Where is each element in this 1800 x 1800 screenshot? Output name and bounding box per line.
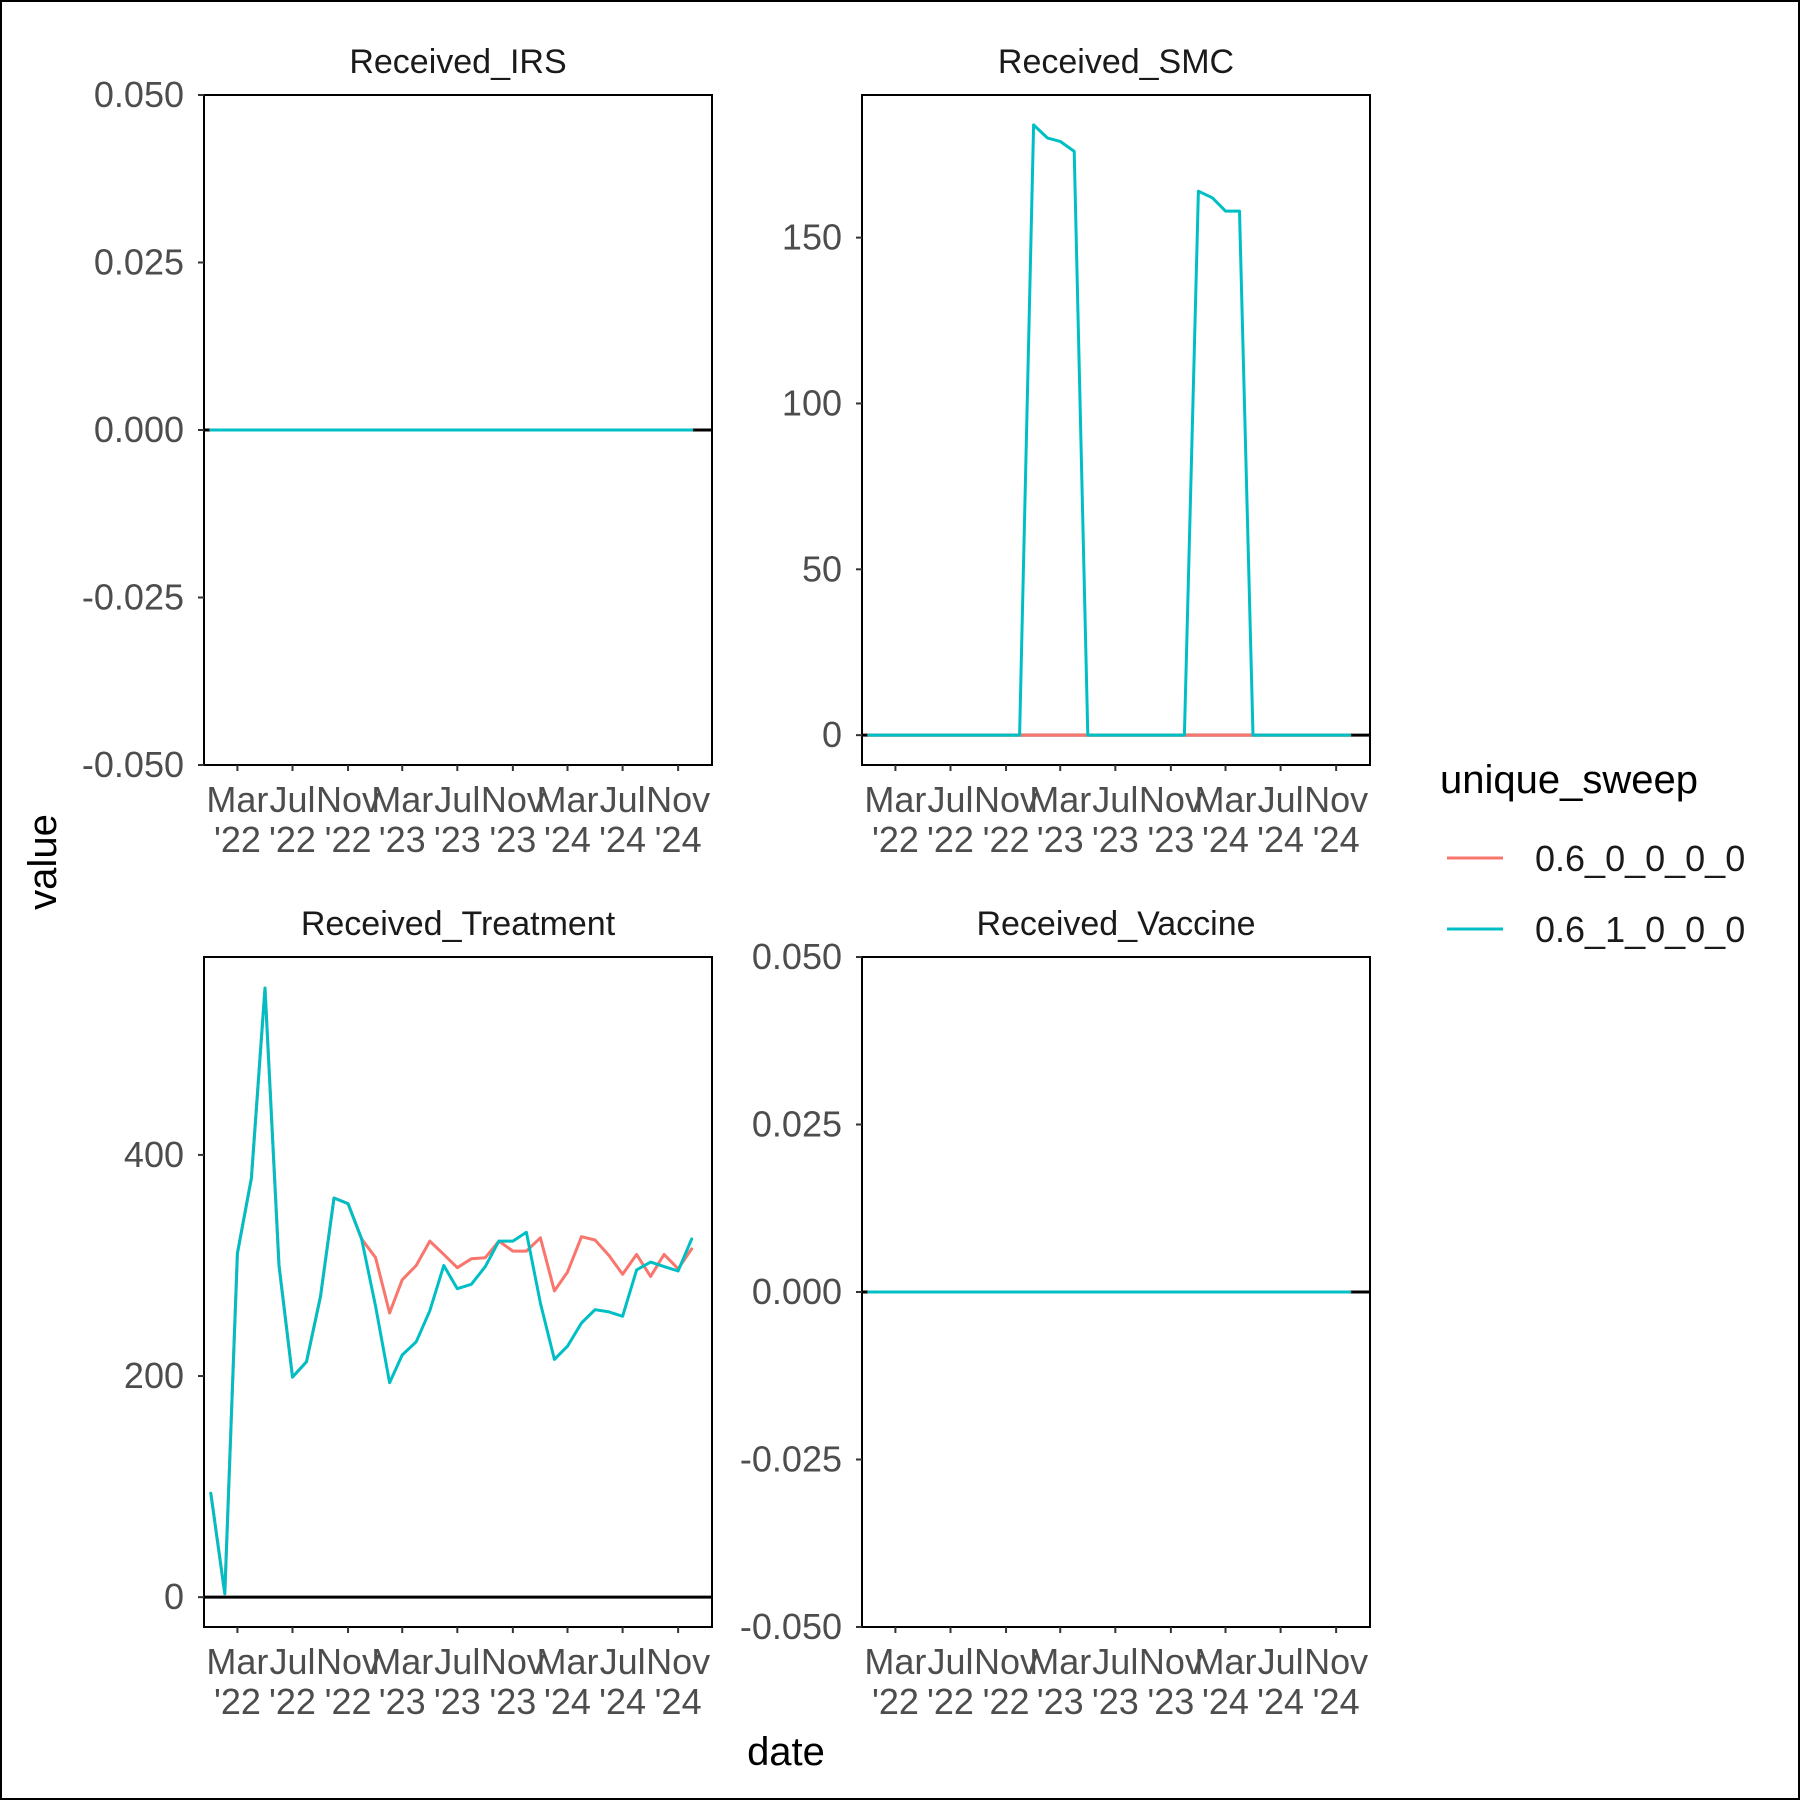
legend-label-series-1: 0.6_0_0_0_0 <box>1535 838 1745 879</box>
chart-panels: Received_IRS 0.050 0.025 0.000 -0.025 -0.050 M… <box>82 43 1371 1722</box>
x-tick-label: Mar '22 <box>206 779 268 860</box>
panel-title: Received_IRS <box>349 43 566 81</box>
x-tick-label: Nov '24 <box>646 779 710 860</box>
panel-title: Received_Vaccine <box>976 905 1255 943</box>
x-tick-label: Nov '24 <box>646 1641 710 1722</box>
y-tick-label: 0.050 <box>94 74 184 115</box>
y-tick-label: -0.050 <box>740 1606 842 1647</box>
x-tick-label: Nov '23 <box>481 779 545 860</box>
x-tick-label: Mar '23 <box>1029 779 1091 860</box>
x-tick-label: Nov '24 <box>1304 779 1368 860</box>
x-tick-label: Mar '23 <box>371 779 433 860</box>
legend: unique_sweep 0.6_0_0_0_0 0.6_1_0_0_0 <box>1440 758 1745 950</box>
y-tick-label: 200 <box>124 1355 184 1396</box>
y-tick-label: 0.000 <box>752 1271 842 1312</box>
y-tick-label: 0 <box>164 1576 184 1617</box>
x-tick-label: Jul '22 <box>927 779 974 860</box>
x-tick-label: Nov '22 <box>974 779 1038 860</box>
x-tick-label: Jul '22 <box>269 779 316 860</box>
y-tick-label: -0.050 <box>82 744 184 785</box>
x-tick-label: Nov '22 <box>974 1641 1038 1722</box>
x-tick-label: Mar '23 <box>1029 1641 1091 1722</box>
legend-label-series-2: 0.6_1_0_0_0 <box>1535 909 1745 950</box>
x-tick-label: Jul '23 <box>1092 779 1139 860</box>
x-axis-title: date <box>747 1730 825 1774</box>
x-tick-label: Nov '24 <box>1304 1641 1368 1722</box>
x-tick-label: Mar '22 <box>864 1641 926 1722</box>
y-tick-label: 100 <box>782 382 842 423</box>
x-tick-label: Jul '22 <box>927 1641 974 1722</box>
x-tick-label: Nov '23 <box>1139 1641 1203 1722</box>
y-tick-label: 0.025 <box>94 242 184 283</box>
x-tick-label: Mar '22 <box>206 1641 268 1722</box>
y-tick-label: 0.050 <box>752 936 842 977</box>
x-tick-label: Jul '23 <box>434 1641 481 1722</box>
y-tick-label: 50 <box>802 548 842 589</box>
y-axis-title: value <box>21 814 65 910</box>
y-tick-label: 400 <box>124 1134 184 1175</box>
panel-received-irs: Received_IRS 0.050 0.025 0.000 -0.025 -0.050 M… <box>82 43 713 860</box>
x-tick-label: Jul '22 <box>269 1641 316 1722</box>
x-tick-label: Jul '24 <box>599 779 646 860</box>
y-tick-label: 0 <box>822 714 842 755</box>
series-line-0-6-1-0-0-0 <box>209 986 694 1596</box>
x-tick-label: Mar '22 <box>864 779 926 860</box>
x-tick-label: Nov '23 <box>1139 779 1203 860</box>
x-tick-label: Jul '23 <box>1092 1641 1139 1722</box>
x-tick-label: Jul '24 <box>1257 779 1304 860</box>
x-tick-label: Jul '23 <box>434 779 481 860</box>
y-tick-label: 150 <box>782 217 842 258</box>
x-tick-label: Nov '23 <box>481 1641 545 1722</box>
x-tick-label: Mar '24 <box>1195 1641 1257 1722</box>
x-tick-label: Nov '22 <box>316 1641 380 1722</box>
panel-received-vaccine: Received_Vaccine 0.050 0.025 0.000 -0.025 -0.… <box>740 905 1371 1722</box>
y-tick-label: -0.025 <box>740 1439 842 1480</box>
x-tick-label: Mar '23 <box>371 1641 433 1722</box>
x-tick-label: Nov '22 <box>316 779 380 860</box>
x-tick-label: Mar '24 <box>537 1641 599 1722</box>
series-line-0-6-1-0-0-0 <box>867 123 1352 737</box>
x-tick-label: Jul '24 <box>599 1641 646 1722</box>
x-tick-label: Mar '24 <box>537 779 599 860</box>
x-tick-label: Jul '24 <box>1257 1641 1304 1722</box>
panel-title: Received_SMC <box>998 43 1234 81</box>
legend-title: unique_sweep <box>1440 758 1698 802</box>
y-tick-label: -0.025 <box>82 577 184 618</box>
x-tick-label: Mar '24 <box>1195 779 1257 860</box>
y-tick-label: 0.000 <box>94 409 184 450</box>
y-tick-label: 0.025 <box>752 1104 842 1145</box>
panel-title: Received_Treatment <box>301 905 616 943</box>
